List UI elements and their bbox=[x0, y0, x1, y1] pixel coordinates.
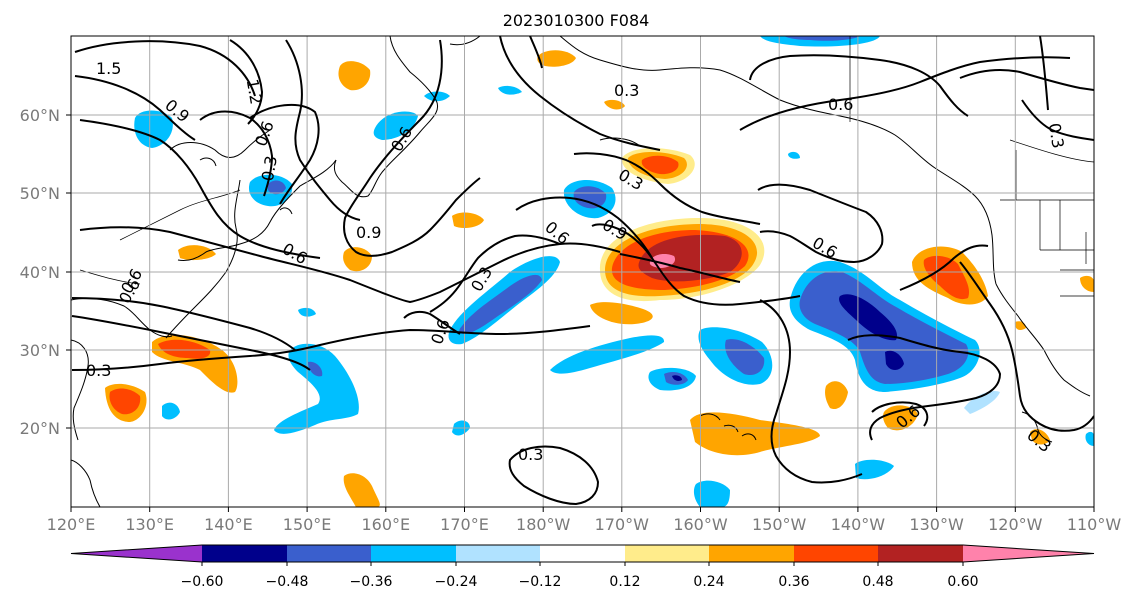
x-tick-label: 130°W bbox=[909, 515, 964, 534]
x-tick-label: 110°W bbox=[1067, 515, 1122, 534]
colorbar-segment bbox=[287, 545, 371, 562]
colorbar-tick-label: 0.12 bbox=[609, 574, 640, 590]
x-tick-label: 170°E bbox=[440, 515, 489, 534]
x-tick-label: 160°W bbox=[673, 515, 728, 534]
contour-label: 0.3 bbox=[518, 445, 543, 464]
x-tick-label: 140°W bbox=[831, 515, 886, 534]
contour-label: 0.3 bbox=[258, 154, 281, 182]
x-tick-label: 150°W bbox=[752, 515, 807, 534]
x-tick-label: 150°E bbox=[283, 515, 332, 534]
colorbar-extension-low bbox=[71, 545, 202, 562]
colorbar-tick-label: −0.24 bbox=[435, 574, 478, 590]
x-axis-ticks: 120°E 130°E 140°E 150°E 160°E 170°E 180°… bbox=[47, 507, 1122, 534]
colorbar-tick-label: −0.48 bbox=[266, 574, 309, 590]
colorbar-tick-label: 0.48 bbox=[862, 574, 893, 590]
map-title: 2023010300 F084 bbox=[503, 11, 650, 30]
y-tick-label: 30°N bbox=[20, 341, 60, 360]
colorbar bbox=[70, 544, 1095, 566]
colorbar-segment bbox=[625, 545, 709, 562]
x-tick-label: 120°W bbox=[988, 515, 1043, 534]
anomaly-shading bbox=[105, 36, 1094, 507]
colorbar-tick-label: −0.12 bbox=[519, 574, 562, 590]
colorbar-segment bbox=[202, 545, 287, 562]
y-tick-label: 20°N bbox=[20, 419, 60, 438]
contour-lines bbox=[71, 36, 1094, 506]
colorbar-tick-label: 0.60 bbox=[947, 574, 978, 590]
y-axis-ticks: 20°N 30°N 40°N 50°N 60°N bbox=[20, 106, 71, 438]
x-tick-label: 120°E bbox=[47, 515, 96, 534]
x-tick-label: 180°W bbox=[516, 515, 571, 534]
y-tick-label: 60°N bbox=[20, 106, 60, 125]
contour-label: 0.9 bbox=[356, 223, 381, 242]
x-tick-label: 130°E bbox=[125, 515, 174, 534]
x-tick-label: 170°W bbox=[595, 515, 650, 534]
x-tick-label: 140°E bbox=[204, 515, 253, 534]
colorbar-segment bbox=[878, 545, 963, 562]
contour-label: 0.6 bbox=[828, 95, 853, 114]
colorbar-segment bbox=[709, 545, 794, 562]
contour-label: 0.3 bbox=[86, 361, 111, 380]
y-tick-label: 40°N bbox=[20, 263, 60, 282]
y-tick-label: 50°N bbox=[20, 184, 60, 203]
colorbar-tick-label: 0.36 bbox=[778, 574, 809, 590]
contour-label: 1.2 bbox=[243, 78, 266, 106]
x-tick-label: 160°E bbox=[361, 515, 410, 534]
contour-label: 1.5 bbox=[96, 59, 121, 78]
colorbar-tick-label: −0.60 bbox=[181, 574, 224, 590]
colorbar-extension-high bbox=[963, 545, 1094, 562]
colorbar-labels: −0.60 −0.48 −0.36 −0.24 −0.12 0.12 0.24 … bbox=[181, 574, 979, 590]
colorbar-tick-label: −0.36 bbox=[350, 574, 393, 590]
colorbar-segment bbox=[794, 545, 878, 562]
map-panel: 1.5 1.2 0.9 0.6 0.3 0.6 0.9 0.3 0.6 0.3 … bbox=[71, 36, 1094, 507]
contour-label: 0.3 bbox=[614, 81, 639, 100]
colorbar-segment bbox=[456, 545, 540, 562]
gridlines bbox=[71, 36, 1094, 507]
colorbar-tick-label: 0.24 bbox=[693, 574, 724, 590]
colorbar-segment bbox=[371, 545, 456, 562]
colorbar-segment bbox=[540, 545, 625, 562]
contour-label: 0.3 bbox=[1045, 122, 1068, 150]
